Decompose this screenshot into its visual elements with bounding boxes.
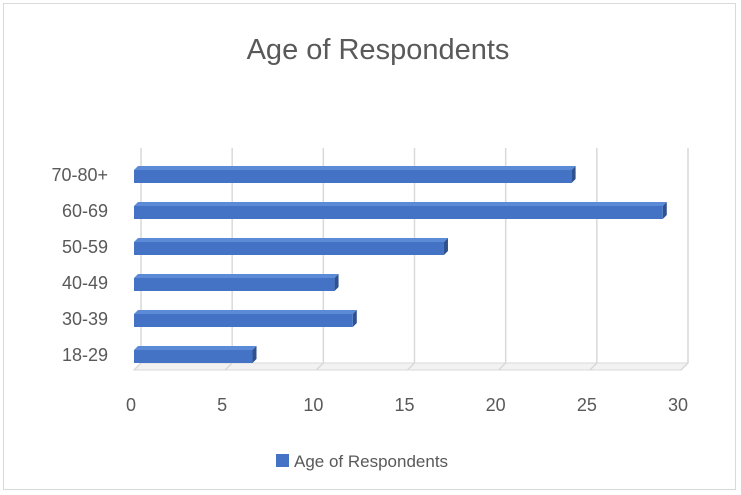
bar-front-face bbox=[134, 242, 444, 255]
bar-side-face bbox=[662, 202, 667, 219]
bar-front-face bbox=[134, 350, 253, 363]
bar-front-face bbox=[134, 278, 335, 291]
x-tick-label: 25 bbox=[577, 395, 597, 415]
bar bbox=[134, 310, 357, 327]
x-tick-label: 10 bbox=[303, 395, 323, 415]
bar-side-face bbox=[334, 274, 339, 291]
gridline-floor bbox=[680, 362, 689, 371]
bar-top-face bbox=[134, 238, 448, 242]
y-tick-label: 30-39 bbox=[62, 309, 108, 329]
bar-side-face bbox=[571, 166, 576, 183]
gridline-floor bbox=[498, 362, 507, 371]
legend-swatch bbox=[276, 454, 289, 467]
x-tick-label: 0 bbox=[126, 395, 136, 415]
y-axis-labels: 18-29 30-39 40-49 50-59 60-69 70-80+ bbox=[51, 165, 108, 365]
y-tick-label: 18-29 bbox=[62, 345, 108, 365]
bar-top-face bbox=[134, 274, 339, 278]
x-tick-label: 30 bbox=[668, 395, 688, 415]
bar-front-face bbox=[134, 314, 353, 327]
bar-front-face bbox=[134, 170, 572, 183]
gridline-floor bbox=[406, 362, 416, 371]
bar bbox=[134, 274, 339, 291]
gridline-floor bbox=[133, 362, 142, 371]
x-axis-labels: 0 5 10 15 20 25 30 bbox=[126, 395, 688, 415]
gridline-floor bbox=[224, 362, 233, 371]
bar-top-face bbox=[134, 202, 667, 206]
x-tick-label: 5 bbox=[217, 395, 227, 415]
bar bbox=[134, 346, 257, 363]
y-tick-label: 40-49 bbox=[62, 273, 108, 293]
bar-top-face bbox=[134, 310, 357, 314]
bar-side-face bbox=[443, 238, 448, 255]
bar-top-face bbox=[134, 166, 576, 170]
bar-side-face bbox=[352, 310, 357, 327]
y-tick-label: 50-59 bbox=[62, 237, 108, 257]
bar-top-face bbox=[134, 346, 257, 350]
bar bbox=[134, 202, 667, 219]
gridlines bbox=[133, 148, 689, 371]
bar-front-face bbox=[134, 206, 663, 219]
chart-title: Age of Respondents bbox=[247, 34, 510, 66]
y-tick-label: 70-80+ bbox=[51, 165, 108, 185]
bar bbox=[134, 166, 576, 183]
gridline-floor bbox=[315, 362, 324, 371]
bar bbox=[134, 238, 448, 255]
y-tick-label: 60-69 bbox=[62, 201, 108, 221]
bars bbox=[134, 166, 667, 363]
gridline-floor bbox=[589, 362, 598, 371]
x-tick-label: 20 bbox=[486, 395, 506, 415]
legend: Age of Respondents bbox=[276, 452, 448, 471]
x-tick-label: 15 bbox=[394, 395, 414, 415]
bar-side-face bbox=[252, 346, 257, 363]
legend-label: Age of Respondents bbox=[294, 452, 448, 471]
